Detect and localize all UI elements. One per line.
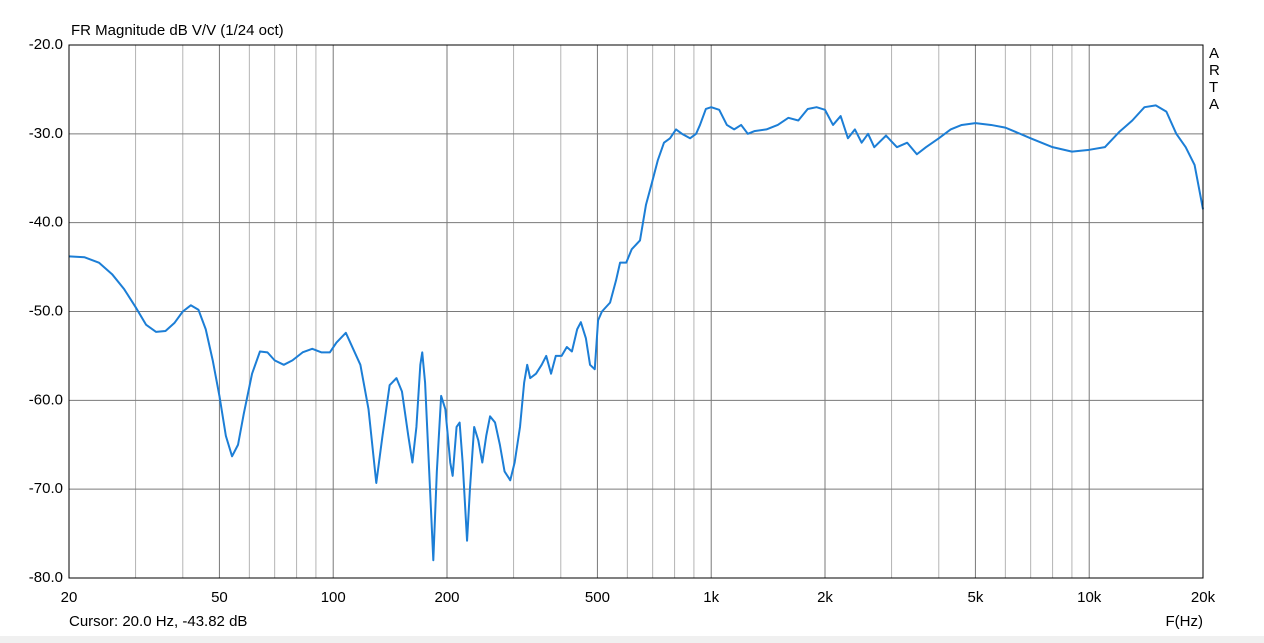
- x-tick-label: 10k: [1077, 589, 1102, 606]
- y-tick-label: -20.0: [29, 36, 63, 53]
- x-tick-label: 20k: [1191, 589, 1216, 606]
- plot: [68, 104, 1204, 562]
- y-tick-label: -80.0: [29, 569, 63, 586]
- y-tick-label: -40.0: [29, 214, 63, 231]
- y-tick-label: -60.0: [29, 391, 63, 408]
- status-strip: [0, 636, 1264, 643]
- x-tick-label: 50: [211, 589, 228, 606]
- response-line: [68, 104, 1204, 562]
- x-axis-label: F(Hz): [1166, 613, 1204, 630]
- x-tick-label: 500: [585, 589, 610, 606]
- x-tick-label: 5k: [967, 589, 983, 606]
- plot-frame: [68, 44, 1204, 579]
- cursor-readout: Cursor: 20.0 Hz, -43.82 dB: [69, 613, 247, 630]
- y-tick-label: -50.0: [29, 302, 63, 319]
- y-tick-label: -30.0: [29, 125, 63, 142]
- chart-title: FR Magnitude dB V/V (1/24 oct): [71, 22, 284, 39]
- x-tick-label: 200: [434, 589, 459, 606]
- x-tick-label: 20: [61, 589, 78, 606]
- y-tick-label: -70.0: [29, 480, 63, 497]
- x-tick-label: 2k: [817, 589, 833, 606]
- x-tick-label: 1k: [703, 589, 719, 606]
- x-tick-label: 100: [321, 589, 346, 606]
